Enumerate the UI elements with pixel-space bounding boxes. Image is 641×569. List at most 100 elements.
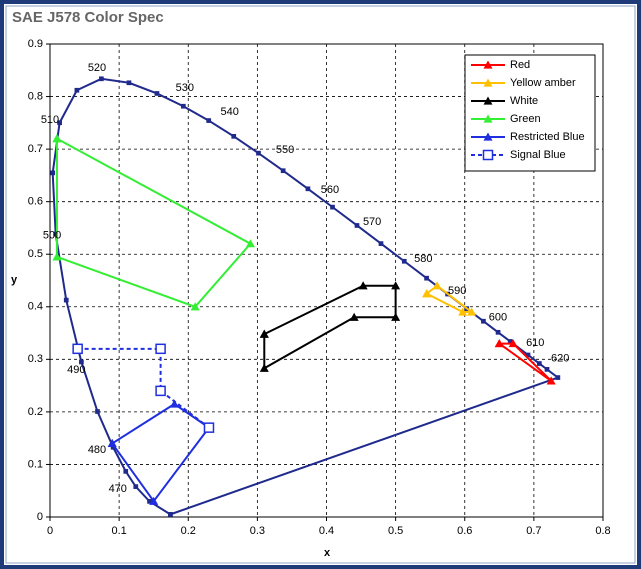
wavelength-label: 490 — [67, 364, 85, 376]
point — [259, 363, 269, 372]
wavelength-label: 610 — [526, 337, 544, 349]
y-tick-label: 0.5 — [28, 248, 43, 260]
point — [74, 87, 80, 93]
point — [154, 91, 160, 96]
point — [52, 252, 62, 261]
point — [107, 438, 117, 448]
point — [180, 103, 186, 109]
x-tick-label: 0.1 — [111, 525, 126, 537]
point — [57, 120, 62, 126]
legend-marker — [482, 149, 494, 161]
point — [256, 150, 261, 156]
x-tick-label: 0.5 — [388, 525, 403, 537]
y-tick-label: 0.4 — [28, 301, 43, 313]
point — [536, 361, 542, 366]
wavelength-label: 510 — [41, 114, 59, 126]
wavelength-label: 480 — [88, 444, 106, 456]
y-tick-label: 0 — [37, 511, 43, 523]
point — [190, 302, 200, 311]
point — [391, 312, 401, 321]
series-line — [77, 347, 210, 429]
point — [349, 312, 359, 321]
y-tick-label: 0.3 — [28, 353, 43, 365]
x-tick-label: 0.3 — [250, 525, 265, 537]
point — [52, 134, 62, 143]
point — [95, 409, 100, 414]
x-tick-label: 0.8 — [595, 525, 610, 537]
point — [123, 469, 129, 474]
point — [422, 289, 432, 298]
y-tick-label: 0.9 — [28, 38, 43, 50]
point — [203, 422, 215, 433]
point — [72, 343, 83, 355]
x-tick-label: 0 — [47, 525, 53, 537]
point — [508, 339, 518, 348]
legend-marker — [483, 96, 493, 105]
inner-frame — [5, 5, 636, 564]
point — [245, 239, 255, 248]
point — [99, 76, 104, 82]
point — [546, 376, 556, 385]
plot-border — [49, 43, 604, 518]
point — [481, 318, 486, 324]
point — [401, 258, 407, 264]
legend-label: Green — [510, 113, 541, 125]
wavelength-label: 530 — [176, 82, 194, 94]
point — [155, 343, 166, 355]
point — [169, 399, 179, 408]
point — [495, 329, 501, 335]
y-tick-label: 0.8 — [28, 90, 43, 102]
point — [494, 339, 504, 348]
legend-marker — [483, 132, 493, 141]
point — [378, 241, 384, 246]
series-line — [498, 342, 552, 382]
point — [155, 385, 166, 397]
point — [555, 375, 561, 380]
point — [63, 297, 69, 303]
wavelength-label: 540 — [221, 106, 239, 118]
chart-title: SAE J578 Color Spec — [12, 9, 164, 26]
point — [525, 352, 531, 358]
legend-marker — [483, 60, 493, 69]
y-axis-label: y — [11, 274, 18, 286]
point — [280, 168, 286, 174]
point — [167, 512, 173, 517]
point — [358, 281, 368, 290]
y-tick-label: 0.2 — [28, 406, 43, 418]
point — [126, 80, 132, 86]
point — [50, 170, 56, 176]
legend-label: Red — [510, 59, 530, 71]
point — [133, 484, 139, 489]
point — [424, 275, 429, 281]
y-tick-label: 0.7 — [28, 143, 43, 155]
x-tick-label: 0.7 — [526, 525, 541, 537]
point — [458, 307, 468, 316]
x-tick-label: 0.2 — [181, 525, 196, 537]
legend-label: Signal Blue — [510, 149, 566, 161]
wavelength-label: 580 — [414, 253, 432, 265]
legend-marker — [483, 78, 493, 87]
x-tick-label: 0.4 — [319, 525, 334, 537]
point — [149, 496, 159, 505]
wavelength-label: 600 — [489, 312, 507, 324]
point — [330, 204, 335, 210]
wavelength-label: 500 — [43, 230, 61, 242]
legend-label: Restricted Blue — [510, 131, 585, 143]
point — [391, 281, 401, 290]
point — [544, 367, 550, 372]
wavelength-label: 520 — [88, 62, 106, 74]
point — [467, 307, 477, 316]
y-tick-label: 0.1 — [28, 458, 43, 470]
point — [259, 329, 269, 338]
wavelength-label: 550 — [276, 144, 294, 156]
point — [231, 133, 237, 139]
legend-label: White — [510, 95, 538, 107]
wavelength-label: 590 — [448, 285, 466, 297]
wavelength-label: 620 — [551, 353, 569, 365]
point — [354, 223, 360, 228]
point — [79, 359, 84, 365]
x-tick-label: 0.6 — [457, 525, 472, 537]
point — [432, 281, 442, 290]
